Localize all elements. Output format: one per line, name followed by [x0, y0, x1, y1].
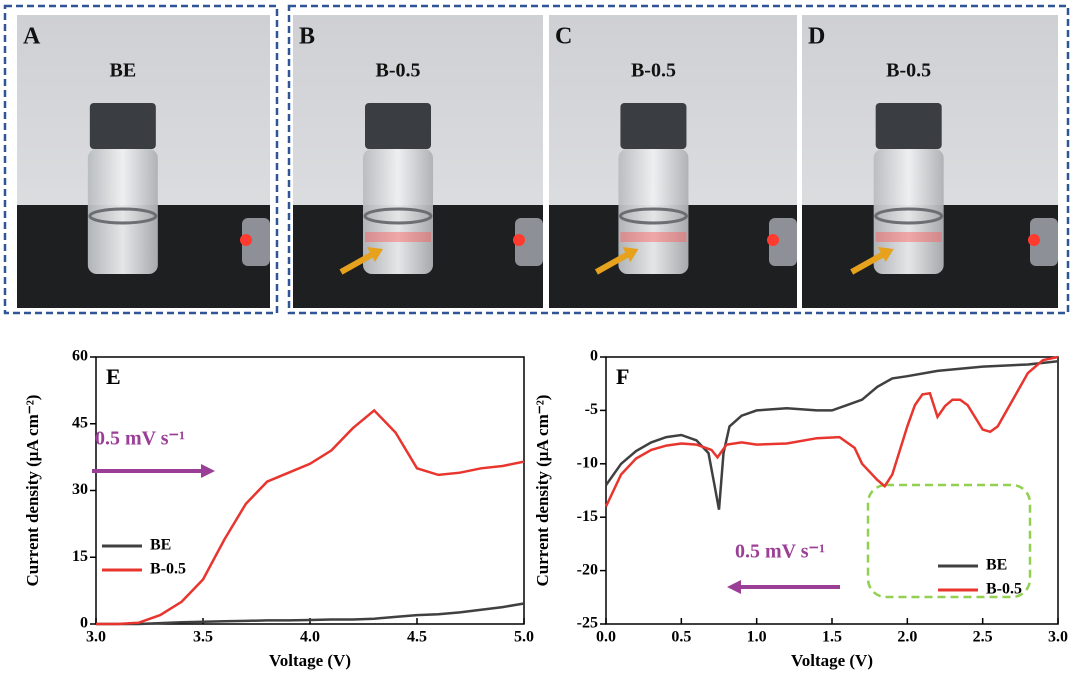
panel-label: A [23, 24, 41, 50]
x-tick-label: 2.5 [973, 629, 993, 646]
laser-beam [876, 232, 942, 242]
data-line [606, 361, 1058, 509]
annotation-arrowhead [727, 580, 741, 594]
x-tick-label: 1.5 [822, 629, 842, 646]
y-tick-label: -25 [577, 615, 598, 632]
x-axis-label: Voltage (V) [269, 651, 351, 670]
y-tick-label: 45 [72, 414, 88, 431]
x-tick-label: 0.0 [596, 629, 616, 646]
figure: A BE B B-0.5 C B-0.5 D B-0.5 3.0 3.5 4.0 4.5 5.0 0 15 3… [0, 0, 1074, 684]
annotation: 0.5 mV s⁻¹ [735, 541, 825, 563]
y-axis-label: Current density (μA cm⁻²) [533, 395, 552, 587]
legend-label: B-0.5 [986, 581, 1022, 598]
panel-label: F [616, 364, 629, 389]
legend-label: BE [986, 557, 1007, 574]
annotation-arrowhead [201, 464, 215, 478]
panel-label: D [808, 24, 825, 50]
laser-light [513, 234, 525, 246]
y-tick-label: 0 [590, 348, 598, 365]
x-tick-label: 5.0 [514, 629, 534, 646]
panel-label: C [555, 24, 572, 50]
x-tick-label: 3.0 [1048, 629, 1068, 646]
y-tick-label: 15 [72, 548, 88, 565]
x-axis-label: Voltage (V) [791, 651, 873, 670]
plot-frame [96, 357, 524, 624]
vial-cap [365, 103, 431, 149]
panel-label: B [299, 24, 315, 50]
x-tick-label: 2.0 [897, 629, 917, 646]
panel-caption: B-0.5 [376, 60, 421, 82]
panel-label: E [106, 364, 121, 389]
vial-cap [876, 103, 942, 149]
legend-label: B-0.5 [150, 561, 186, 578]
x-tick-label: 4.5 [407, 629, 427, 646]
y-tick-label: -20 [577, 561, 598, 578]
y-tick-label: 30 [72, 481, 88, 498]
y-tick-label: -15 [577, 508, 598, 525]
y-axis-label: Current density (μA cm⁻²) [23, 395, 42, 587]
vial-cap [90, 103, 156, 149]
vial-cap [620, 103, 686, 149]
panel-caption: BE [109, 60, 136, 82]
x-tick-label: 0.5 [671, 629, 691, 646]
laser-light [1028, 234, 1040, 246]
x-tick-label: 4.0 [300, 629, 320, 646]
y-tick-label: -5 [585, 401, 598, 418]
x-tick-label: 3.5 [193, 629, 213, 646]
y-tick-label: -10 [577, 454, 598, 471]
laser-light [240, 234, 252, 246]
laser-beam [365, 232, 431, 242]
panel-caption: B-0.5 [631, 60, 676, 82]
panel-caption: B-0.5 [886, 60, 931, 82]
laser-light [767, 234, 779, 246]
annotation: 0.5 mV s⁻¹ [95, 428, 185, 450]
x-tick-label: 3.0 [86, 629, 106, 646]
photo [17, 15, 270, 308]
x-tick-label: 1.0 [747, 629, 767, 646]
laser-beam [620, 232, 686, 242]
y-tick-label: 0 [80, 615, 88, 632]
y-tick-label: 60 [72, 348, 88, 365]
legend-label: BE [150, 537, 171, 554]
